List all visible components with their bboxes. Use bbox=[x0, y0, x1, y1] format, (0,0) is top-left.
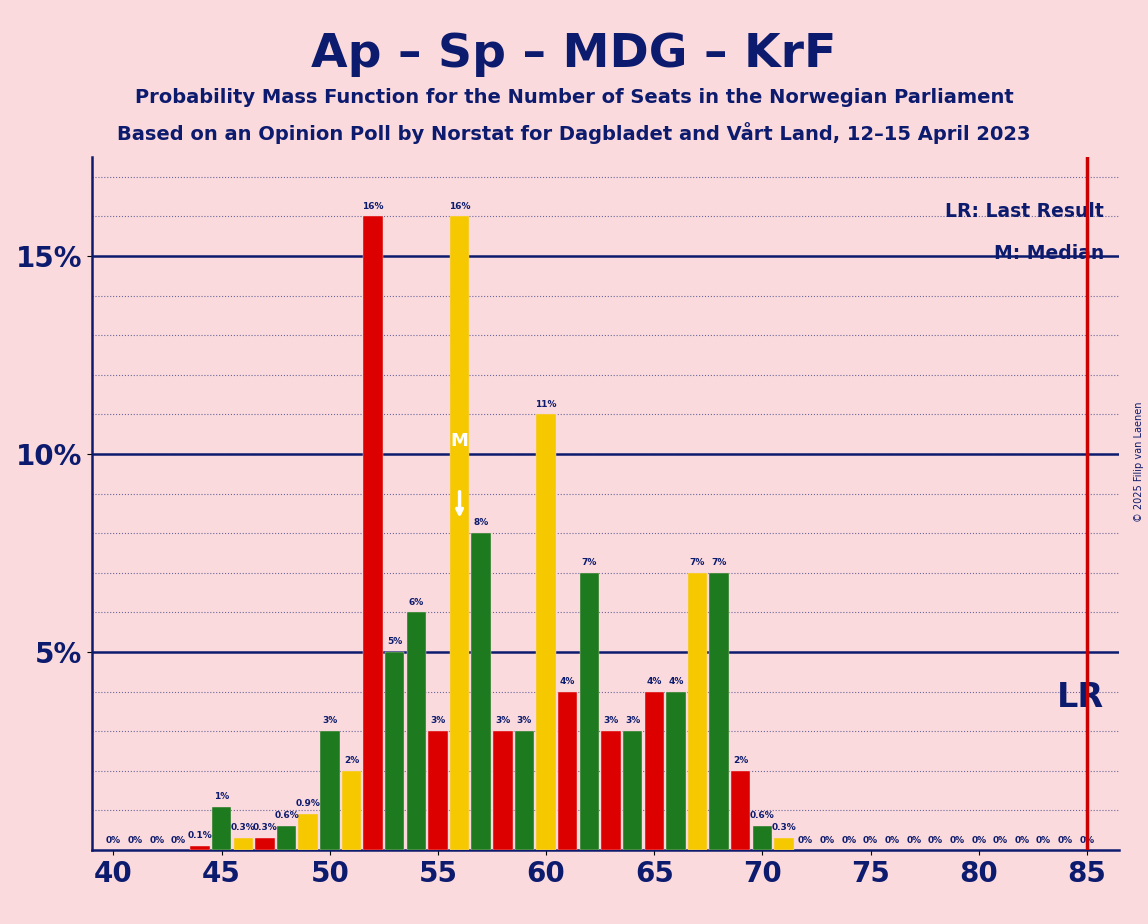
Text: 0%: 0% bbox=[1015, 836, 1030, 845]
Text: 3%: 3% bbox=[430, 716, 445, 725]
Bar bbox=[277, 826, 296, 850]
Text: 0%: 0% bbox=[1057, 836, 1072, 845]
Bar bbox=[428, 731, 448, 850]
Text: 0%: 0% bbox=[798, 836, 813, 845]
Bar bbox=[233, 838, 253, 850]
Text: 0%: 0% bbox=[949, 836, 964, 845]
Text: 4%: 4% bbox=[560, 676, 575, 686]
Text: 2%: 2% bbox=[343, 756, 359, 765]
Bar bbox=[602, 731, 621, 850]
Text: M: M bbox=[451, 432, 468, 450]
Bar bbox=[191, 846, 210, 850]
Text: 3%: 3% bbox=[604, 716, 619, 725]
Text: Ap – Sp – MDG – KrF: Ap – Sp – MDG – KrF bbox=[311, 32, 837, 78]
Bar bbox=[406, 613, 426, 850]
Text: 0.3%: 0.3% bbox=[231, 823, 256, 833]
Bar bbox=[363, 216, 382, 850]
Text: 0.9%: 0.9% bbox=[296, 799, 320, 808]
Text: 6%: 6% bbox=[409, 598, 424, 606]
Text: 0.1%: 0.1% bbox=[187, 832, 212, 840]
Bar bbox=[688, 573, 707, 850]
Text: 0%: 0% bbox=[841, 836, 856, 845]
Bar bbox=[753, 826, 773, 850]
Text: 0%: 0% bbox=[906, 836, 922, 845]
Text: 0.3%: 0.3% bbox=[253, 823, 278, 833]
Bar bbox=[536, 415, 556, 850]
Bar bbox=[255, 838, 274, 850]
Text: 0%: 0% bbox=[171, 836, 186, 845]
Text: 16%: 16% bbox=[449, 201, 471, 211]
Text: M: Median: M: Median bbox=[994, 244, 1104, 262]
Text: 11%: 11% bbox=[535, 399, 557, 408]
Text: 0.6%: 0.6% bbox=[274, 811, 298, 821]
Bar bbox=[558, 692, 577, 850]
Text: 0%: 0% bbox=[1035, 836, 1052, 845]
Bar bbox=[494, 731, 512, 850]
Bar bbox=[514, 731, 534, 850]
Text: 3%: 3% bbox=[517, 716, 532, 725]
Text: 4%: 4% bbox=[668, 676, 683, 686]
Text: 16%: 16% bbox=[363, 201, 383, 211]
Text: 0%: 0% bbox=[885, 836, 900, 845]
Text: 0%: 0% bbox=[149, 836, 164, 845]
Text: 1%: 1% bbox=[214, 792, 230, 800]
Text: 7%: 7% bbox=[690, 558, 705, 567]
Bar bbox=[731, 771, 751, 850]
Text: 7%: 7% bbox=[582, 558, 597, 567]
Bar bbox=[342, 771, 362, 850]
Text: 4%: 4% bbox=[646, 676, 662, 686]
Text: © 2025 Filip van Laenen: © 2025 Filip van Laenen bbox=[1134, 402, 1143, 522]
Text: LR: Last Result: LR: Last Result bbox=[945, 202, 1104, 221]
Text: 0.6%: 0.6% bbox=[750, 811, 775, 821]
Text: 3%: 3% bbox=[495, 716, 511, 725]
Bar bbox=[320, 731, 340, 850]
Text: 0%: 0% bbox=[863, 836, 878, 845]
Text: Based on an Opinion Poll by Norstat for Dagbladet and Vårt Land, 12–15 April 202: Based on an Opinion Poll by Norstat for … bbox=[117, 122, 1031, 144]
Text: 0.3%: 0.3% bbox=[771, 823, 797, 833]
Text: 8%: 8% bbox=[474, 518, 489, 528]
Bar bbox=[644, 692, 664, 850]
Bar bbox=[709, 573, 729, 850]
Text: 0%: 0% bbox=[993, 836, 1008, 845]
Text: 7%: 7% bbox=[712, 558, 727, 567]
Text: Probability Mass Function for the Number of Seats in the Norwegian Parliament: Probability Mass Function for the Number… bbox=[134, 88, 1014, 107]
Bar bbox=[472, 533, 491, 850]
Text: 2%: 2% bbox=[734, 756, 748, 765]
Bar bbox=[385, 652, 404, 850]
Bar bbox=[666, 692, 685, 850]
Bar bbox=[212, 807, 232, 850]
Bar bbox=[623, 731, 643, 850]
Bar bbox=[450, 216, 470, 850]
Text: 0%: 0% bbox=[127, 836, 142, 845]
Text: 0%: 0% bbox=[1079, 836, 1094, 845]
Text: 3%: 3% bbox=[625, 716, 641, 725]
Text: LR: LR bbox=[1057, 681, 1104, 714]
Bar bbox=[580, 573, 599, 850]
Bar bbox=[774, 838, 793, 850]
Text: 0%: 0% bbox=[820, 836, 835, 845]
Text: 0%: 0% bbox=[106, 836, 121, 845]
Text: 5%: 5% bbox=[387, 638, 402, 646]
Bar bbox=[298, 814, 318, 850]
Text: 3%: 3% bbox=[323, 716, 338, 725]
Text: 0%: 0% bbox=[971, 836, 986, 845]
Text: 0%: 0% bbox=[928, 836, 943, 845]
